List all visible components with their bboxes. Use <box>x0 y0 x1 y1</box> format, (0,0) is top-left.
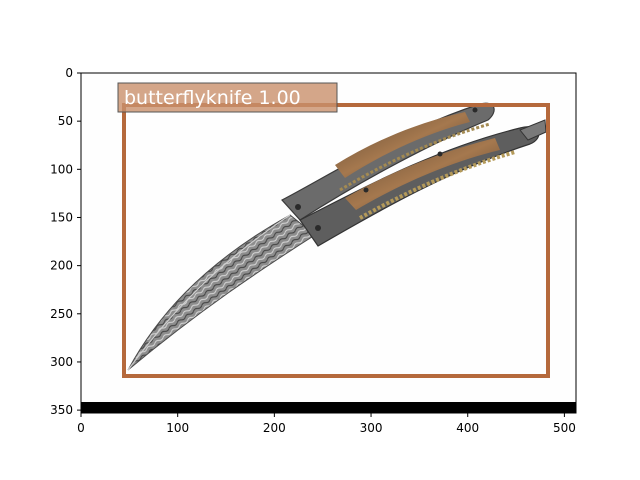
y-tick-label: 100 <box>50 162 73 176</box>
handle-wood-inlay-upper <box>335 112 470 178</box>
x-tick-label: 300 <box>360 421 383 435</box>
handle-chain-trim <box>359 150 516 220</box>
handle-chain-trim-upper <box>339 122 491 192</box>
detection-label: butterflyknife 1.00 <box>117 82 338 113</box>
blade-edge <box>127 214 291 371</box>
x-tick-label: 400 <box>456 421 479 435</box>
y-tick-label: 50 <box>58 114 73 128</box>
y-tick-label: 350 <box>50 403 73 417</box>
x-tick-label: 100 <box>166 421 189 435</box>
detection-label-text: butterflyknife 1.00 <box>124 87 301 109</box>
x-tick-label: 200 <box>263 421 286 435</box>
x-axis: 0 100 200 300 400 500 <box>77 413 576 435</box>
handle-screw <box>363 187 369 193</box>
y-tick-label: 250 <box>50 307 73 321</box>
y-tick-label: 200 <box>50 259 73 273</box>
x-tick-label: 500 <box>553 421 576 435</box>
y-tick-label: 150 <box>50 210 73 224</box>
pivot-pin <box>295 204 301 210</box>
knife-blade <box>127 214 316 371</box>
bottom-black-band <box>81 402 576 413</box>
y-tick-label: 300 <box>50 355 73 369</box>
axes-frame <box>80 72 577 414</box>
butterfly-knife <box>127 102 547 371</box>
y-tick-label: 0 <box>65 66 73 80</box>
photo <box>81 73 576 413</box>
detection-label-background <box>117 82 338 113</box>
handle-screw <box>437 151 443 157</box>
pivot-pin <box>315 225 321 231</box>
photo-background <box>81 73 576 413</box>
x-tick-label: 0 <box>77 421 85 435</box>
y-axis: 0 50 100 150 200 250 300 350 <box>50 66 81 417</box>
handle-wood-inlay-lower <box>345 138 500 210</box>
handle-screw <box>472 107 478 113</box>
